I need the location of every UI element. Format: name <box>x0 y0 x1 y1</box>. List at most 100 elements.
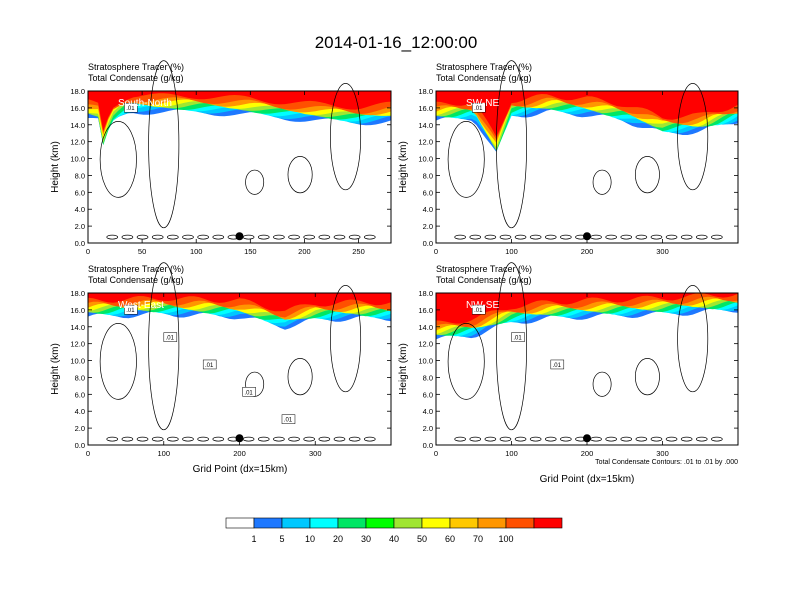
y-tick-label: 2.0 <box>75 424 85 433</box>
y-tick-label: 2.0 <box>423 424 433 433</box>
contour-line <box>665 436 678 442</box>
location-marker <box>583 232 591 241</box>
condensate-contours <box>99 60 376 240</box>
y-tick-label: 12.0 <box>418 340 433 349</box>
contour-line <box>99 323 137 400</box>
contour-line <box>136 436 149 442</box>
panel-title: Stratosphere Tracer (%) <box>436 62 532 72</box>
contour-line <box>212 436 225 442</box>
panel-subtitle: Total Condensate (g/kg) <box>88 275 184 285</box>
y-tick-label: 14.0 <box>418 323 433 332</box>
contour-label: .01 <box>553 363 562 369</box>
location-marker <box>235 434 244 443</box>
x-tick-label: 250 <box>352 247 365 256</box>
contour-line <box>318 234 331 240</box>
contour-line <box>182 436 194 442</box>
x-tick-label: 0 <box>86 449 90 458</box>
y-tick-label: 6.0 <box>423 390 433 399</box>
contour-line <box>634 156 660 194</box>
contour-line <box>363 436 376 442</box>
contour-line <box>592 371 612 397</box>
section-label: South-North <box>118 98 172 109</box>
contour-label-box <box>281 414 296 424</box>
colorbar-label: 1 <box>251 534 256 544</box>
y-tick-label: 12.0 <box>70 138 85 147</box>
colorbar-label: 40 <box>389 534 399 544</box>
y-tick-label: 16.0 <box>70 306 85 315</box>
contour-line <box>151 234 164 240</box>
contour-line <box>257 436 270 442</box>
y-tick-label: 18.0 <box>70 289 85 298</box>
y-tick-label: 10.0 <box>418 357 433 366</box>
contour-label-box <box>242 387 256 397</box>
contour-line <box>605 436 617 442</box>
contour-line <box>197 234 209 240</box>
contour-line <box>447 121 485 198</box>
panel-subtitle: Total Condensate (g/kg) <box>436 73 532 83</box>
y-tick-label: 16.0 <box>418 306 433 315</box>
tracer-band <box>436 293 738 324</box>
contour-line <box>318 436 331 442</box>
contour-line <box>650 436 663 442</box>
y-tick-label: 10.0 <box>70 357 85 366</box>
contour-line <box>469 234 482 240</box>
y-tick-label: 14.0 <box>70 323 85 332</box>
colorbar-label: 30 <box>361 534 371 544</box>
tracer-band <box>436 91 738 137</box>
contour-line <box>695 436 708 442</box>
location-marker <box>583 434 591 443</box>
contour-line <box>99 121 137 198</box>
contour-line <box>287 358 313 396</box>
contour-line <box>484 436 497 442</box>
x-tick-label: 100 <box>505 449 518 458</box>
contour-line <box>634 358 660 396</box>
contour-line <box>560 436 572 442</box>
figure-title: 2014-01-16_12:00:00 <box>315 33 478 52</box>
tracer-band <box>88 91 391 133</box>
contour-line <box>330 83 362 191</box>
x-axis-label: Grid Point (dx=15km) <box>540 474 635 485</box>
panel-title: Stratosphere Tracer (%) <box>436 264 532 274</box>
section-label: SW-NE <box>466 98 499 109</box>
contour-line <box>303 436 315 442</box>
contour-line <box>273 234 285 240</box>
x-tick-label: 200 <box>581 449 594 458</box>
contour-line <box>303 234 315 240</box>
colorbar-swatch <box>421 517 451 529</box>
contour-line <box>496 60 527 229</box>
contour-line <box>106 436 119 442</box>
contour-line <box>167 436 179 442</box>
contour-line <box>592 169 612 195</box>
contour-line <box>182 234 194 240</box>
contour-label: .01 <box>166 336 175 342</box>
plot-area: .01.01.01NW-SE0.02.04.06.08.010.012.014.… <box>398 262 739 458</box>
contour-line <box>635 234 648 240</box>
contour-line <box>605 234 617 240</box>
x-axis-label: Grid Point (dx=15km) <box>193 464 288 475</box>
panel-title: Stratosphere Tracer (%) <box>88 62 184 72</box>
x-tick-label: 200 <box>581 247 594 256</box>
colorbar-swatch <box>225 517 255 529</box>
contour-line <box>514 234 527 240</box>
colorbar-swatch <box>477 517 507 529</box>
y-axis-label: Height (km) <box>398 343 409 395</box>
contour-label: .01 <box>513 336 522 342</box>
colorbar-swatch <box>449 517 479 529</box>
x-tick-label: 100 <box>505 247 518 256</box>
contour-line <box>665 234 678 240</box>
contour-line <box>197 436 209 442</box>
panel-west-east: Stratosphere Tracer (%) Total Condensate… <box>50 262 392 475</box>
contour-label: .01 <box>205 363 214 369</box>
y-axis-label: Height (km) <box>50 141 61 193</box>
y-tick-label: 16.0 <box>418 104 433 113</box>
y-tick-label: 18.0 <box>70 87 85 96</box>
x-tick-label: 300 <box>309 449 322 458</box>
y-tick-label: 0.0 <box>423 239 433 248</box>
panel-sw-ne: Stratosphere Tracer (%) Total Condensate… <box>398 60 739 256</box>
contour-line <box>454 234 466 240</box>
y-tick-label: 10.0 <box>418 155 433 164</box>
contour-line <box>529 234 542 240</box>
contour-label-box <box>202 359 217 370</box>
contour-label-box <box>511 332 525 342</box>
